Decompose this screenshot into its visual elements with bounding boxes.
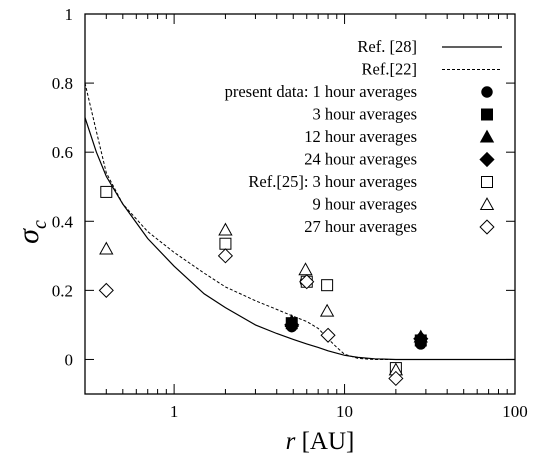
legend-label-ref-25-3-hour-averages: Ref.[25]: 3 hour averages: [248, 172, 417, 191]
y-axis-var: σ: [12, 228, 45, 244]
point-27-hour-averages: [388, 370, 404, 387]
legend-label-27-hour-averages: 27 hour averages: [304, 217, 417, 236]
point-27-hour-averages: [217, 248, 234, 264]
legend-marker-12-hour-averages: [479, 129, 495, 143]
point-9-hour-averages: [218, 222, 233, 236]
point-24-hour-averages: [413, 331, 429, 347]
y-tick-label: 0.6: [52, 143, 73, 162]
legend-label-9-hour-averages: 9 hour averages: [313, 195, 417, 214]
point-27-hour-averages: [299, 274, 315, 290]
y-tick-label: 0.8: [52, 74, 73, 93]
legend-label-12-hour-averages: 12 hour averages: [304, 127, 417, 146]
point-ref-25-3-hour-averages: [219, 237, 232, 250]
x-axis-unit: [AU]: [295, 428, 354, 455]
curves: [84, 82, 515, 361]
data-markers: [98, 185, 429, 387]
legend-label-present-data-1-hour-averages: present data: 1 hour averages: [225, 82, 417, 101]
series-line-ref-22: [84, 82, 515, 360]
series-line-ref-28: [84, 117, 515, 361]
point-ref-25-3-hour-averages: [321, 279, 334, 292]
legend-marker-24-hour-averages: [479, 151, 495, 168]
legend-label-3-hour-averages: 3 hour averages: [313, 105, 417, 124]
x-axis-title: r [AU]: [286, 428, 355, 455]
point-27-hour-averages: [320, 327, 336, 343]
legend-label-ref-28: Ref. [28]: [357, 37, 417, 56]
point-9-hour-averages: [298, 262, 313, 276]
legend-marker-27-hour-averages: [479, 219, 495, 235]
axis-ticks: 0 0.2 0.4 0.6 0.8 1 1 10 100: [52, 5, 528, 421]
point-27-hour-averages: [98, 282, 114, 298]
y-axis-title: σc: [12, 220, 51, 244]
point-9-hour-averages: [319, 303, 335, 317]
point-9-hour-averages: [99, 241, 114, 255]
legend-label-24-hour-averages: 24 hour averages: [304, 150, 417, 169]
legend-marker-present-data-1-hour-averages: [481, 86, 493, 98]
plot-frame: [84, 13, 516, 395]
x-axis-var: r: [286, 428, 296, 455]
point-ref-25-3-hour-averages: [100, 185, 113, 198]
y-tick-label: 0.4: [52, 212, 74, 231]
y-tick-label: 0.2: [52, 281, 73, 300]
x-tick-label: 100: [502, 402, 528, 421]
y-axis-sub: c: [29, 220, 51, 229]
legend-label-ref-22: Ref.[22]: [362, 60, 417, 79]
x-tick-label: 1: [170, 402, 179, 421]
point-24-hour-averages: [284, 317, 300, 333]
y-tick-label: 1: [65, 5, 74, 24]
legend-marker-ref-25-3-hour-averages: [481, 176, 493, 188]
legend: Ref. [28] Ref.[22] present data: 1 hour av…: [225, 37, 502, 236]
legend-marker-3-hour-averages: [481, 108, 493, 121]
y-tick-label: 0: [65, 350, 74, 369]
legend-marker-9-hour-averages: [479, 197, 495, 211]
x-tick-label: 10: [336, 402, 353, 421]
